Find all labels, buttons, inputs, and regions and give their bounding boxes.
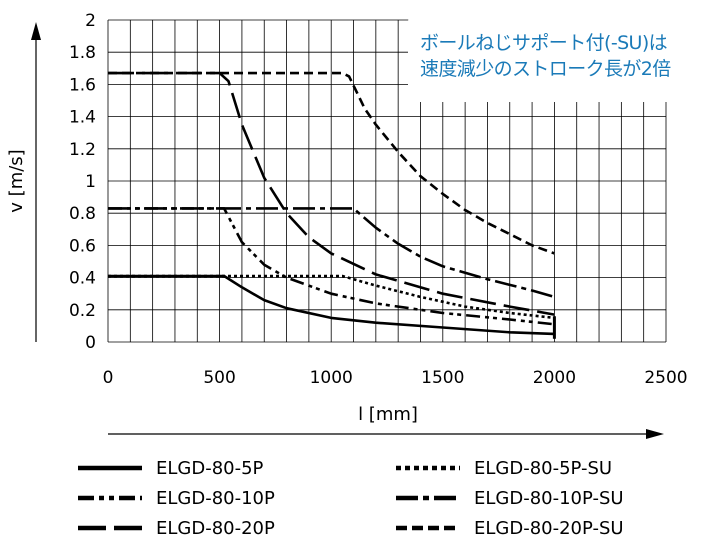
x-axis-arrowhead [646, 429, 664, 439]
legend-swatch [396, 495, 460, 501]
legend-label: ELGD-80-20P-SU [474, 517, 624, 539]
y-axis-label: v [m/s] [6, 149, 27, 212]
chart-series [108, 71, 556, 339]
series-line-elgd-80-5p-su [108, 274, 555, 320]
x-axis-label: l [mm] [358, 404, 418, 425]
x-tick-label: 1500 [421, 368, 464, 388]
series-line-elgd-80-20p-su [108, 71, 555, 255]
y-tick-label: 1 [85, 172, 96, 192]
y-tick-label: 0.4 [69, 269, 96, 289]
legend-swatch [78, 525, 142, 531]
x-tick-label: 2000 [533, 368, 576, 388]
y-tick-label: 0 [85, 333, 96, 353]
callout-box: ボールねじサポート付(-SU)は 速度減少のストローク長が2倍 [408, 10, 710, 102]
series-line-elgd-80-10p-su [108, 207, 555, 299]
x-tick-label: 1000 [310, 368, 353, 388]
y-tick-label: 1.6 [69, 75, 96, 95]
legend-swatch [78, 465, 142, 471]
callout-line-1: ボールねじサポート付(-SU)は [420, 32, 668, 54]
y-tick-label: 1.4 [69, 108, 96, 128]
x-axis: 0 500 1000 1500 2000 2500 [103, 368, 688, 439]
legend-item: ELGD-80-5P-SU [396, 453, 612, 483]
y-tick-label: 2 [85, 11, 96, 31]
legend-item: ELGD-80-20P-SU [396, 513, 624, 543]
y-axis-arrowhead [31, 22, 41, 40]
legend-label: ELGD-80-5P [156, 457, 264, 479]
legend-label: ELGD-80-5P-SU [474, 457, 613, 479]
y-tick-label: 0.2 [69, 301, 96, 321]
legend-swatch [396, 465, 460, 471]
legend-label: ELGD-80-20P [156, 517, 275, 539]
y-tick-label: 1.8 [69, 43, 96, 63]
x-tick-label: 0 [103, 368, 114, 388]
legend-swatch [396, 525, 460, 531]
legend-item: ELGD-80-10P-SU [396, 483, 624, 513]
legend-item: ELGD-80-10P [78, 483, 275, 513]
y-tick-label: 1.2 [69, 140, 96, 160]
chart-legend: ELGD-80-5P ELGD-80-5P-SU ELGD-80-10P ELG… [0, 450, 710, 548]
y-tick-label: 0.6 [69, 236, 96, 256]
legend-label: ELGD-80-10P [156, 487, 275, 509]
x-tick-label: 500 [203, 368, 235, 388]
callout-line-2: 速度減少のストローク長が2倍 [420, 58, 671, 80]
velocity-chart: 0 0.2 0.4 0.6 0.8 1 1.2 1.4 1.6 1.8 2 0 500 1000 1500… [6, 11, 688, 439]
legend-label: ELGD-80-10P-SU [474, 487, 624, 509]
legend-item: ELGD-80-5P [78, 453, 263, 483]
x-tick-label: 2500 [644, 368, 687, 388]
series-line-elgd-80-20p [108, 71, 555, 316]
y-axis: 0 0.2 0.4 0.6 0.8 1 1.2 1.4 1.6 1.8 2 [31, 11, 96, 353]
y-tick-label: 0.8 [69, 204, 96, 224]
legend-item: ELGD-80-20P [78, 513, 275, 543]
legend-swatch [78, 495, 142, 501]
